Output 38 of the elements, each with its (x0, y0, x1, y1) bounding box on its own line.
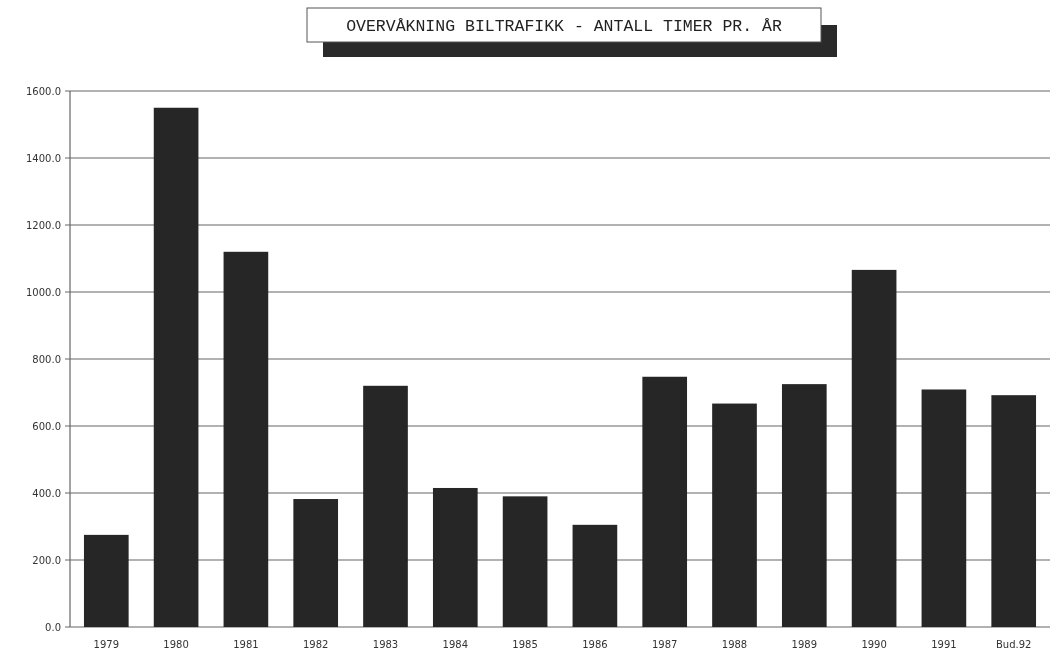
x-tick-label: 1985 (512, 639, 538, 650)
y-tick-label: 0.0 (45, 621, 61, 633)
x-tick-label: Bud.92 (995, 639, 1032, 650)
y-tick-label: 600.0 (32, 420, 61, 432)
chart-title: OVERVÅKNING BILTRAFIKK - ANTALL TIMER PR. ÅR (346, 17, 782, 36)
bar (223, 251, 269, 627)
x-tick-label: 1979 (93, 639, 120, 650)
x-tick-label: 1982 (302, 639, 329, 650)
y-tick-label: 800.0 (32, 353, 61, 365)
bar (991, 395, 1037, 627)
bar (293, 499, 339, 627)
x-tick-label: 1984 (442, 639, 469, 650)
bar (642, 376, 688, 627)
bar (432, 487, 478, 627)
y-tick-label: 200.0 (32, 554, 61, 566)
x-tick-label: 1991 (931, 639, 957, 650)
x-tick-label: 1986 (582, 639, 608, 650)
bar (781, 384, 827, 627)
x-tick-label: 1981 (233, 639, 259, 650)
x-tick-label: 1990 (861, 639, 887, 650)
y-tick-label: 400.0 (32, 487, 61, 499)
bar (921, 389, 967, 627)
x-tick-label: 1983 (372, 639, 399, 650)
y-tick-label: 1600.0 (26, 85, 61, 97)
bar (851, 269, 897, 627)
x-tick-label: 1988 (721, 639, 748, 650)
bar (572, 524, 618, 627)
bar (363, 385, 408, 627)
y-tick-label: 1000.0 (26, 286, 61, 298)
bar (83, 534, 129, 627)
bar (153, 107, 199, 627)
x-tick-label: 1987 (651, 639, 678, 650)
x-tick-label: 1980 (163, 639, 189, 650)
y-tick-label: 1400.0 (26, 152, 61, 164)
y-tick-label: 1200.0 (26, 219, 61, 231)
bar (712, 403, 757, 627)
bar (502, 496, 548, 627)
x-tick-label: 1989 (791, 639, 818, 650)
